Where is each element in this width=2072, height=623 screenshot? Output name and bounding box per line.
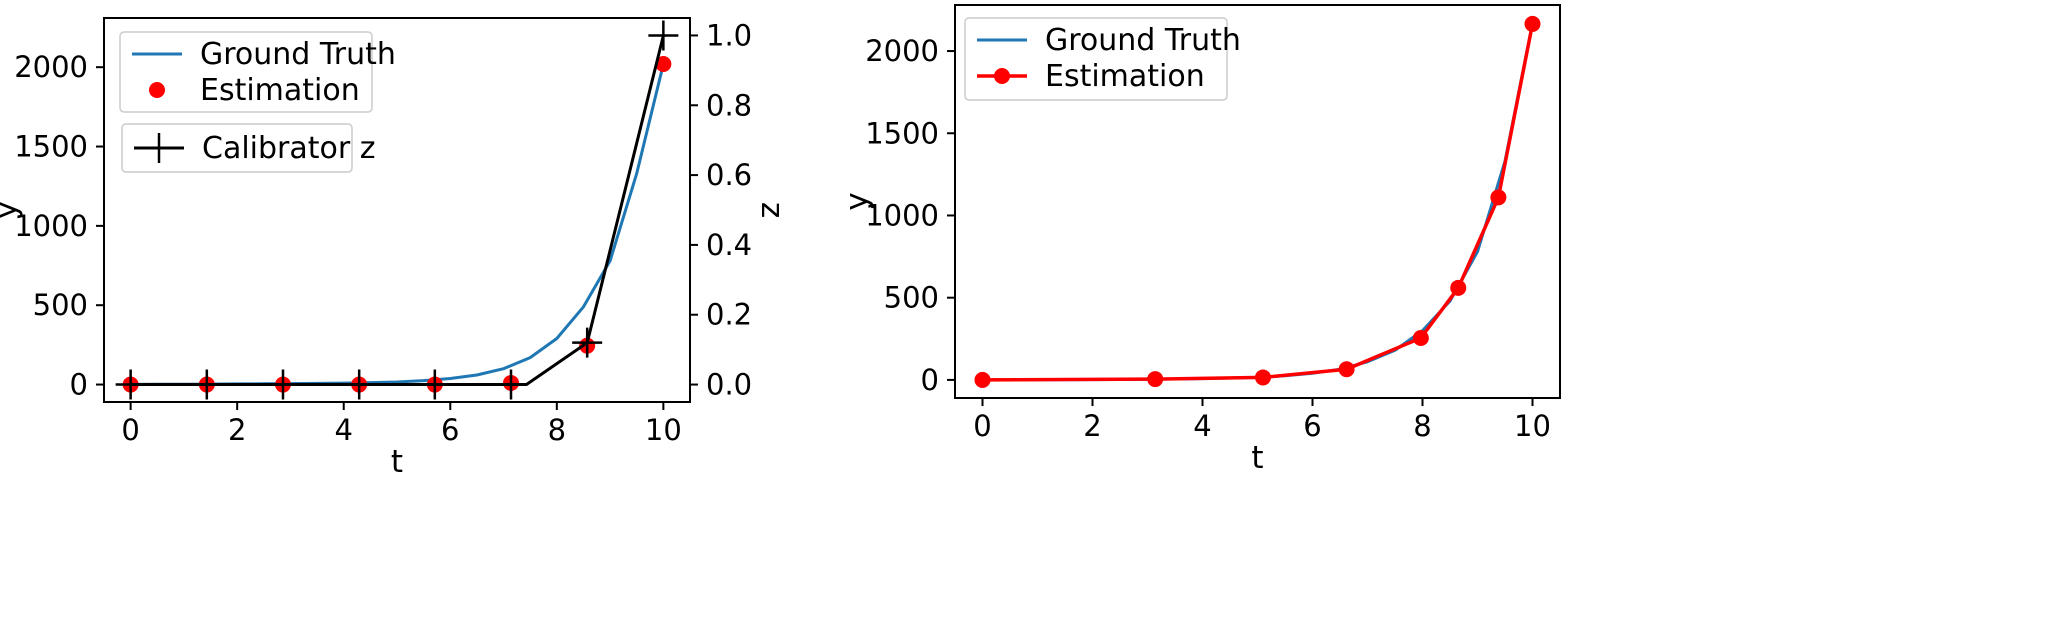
plot-frame (103, 17, 691, 403)
calibrator-marker (267, 369, 298, 400)
data-point (1412, 329, 1429, 346)
y-tick-label: 1000 (14, 209, 88, 243)
x-tick-label: 10 (1514, 409, 1551, 443)
legend-label: Calibrator z (202, 131, 376, 166)
y-tick-label: 1500 (865, 116, 939, 150)
calibrator-marker (115, 369, 146, 400)
legend-swatch-marker (994, 68, 1010, 84)
plot-frame (954, 4, 1561, 399)
data-point (1338, 361, 1355, 378)
y2-tick-label: 0.0 (706, 368, 752, 402)
y-tick-label: 500 (884, 281, 939, 315)
y-tick-label: 1500 (14, 130, 88, 164)
data-point (1147, 371, 1164, 388)
y2-tick-label: 0.6 (706, 158, 752, 192)
x-tick-label: 0 (121, 413, 139, 447)
legend-box (121, 123, 353, 173)
data-point (655, 56, 672, 73)
y2-axis-label: z (754, 202, 790, 218)
calibrator-marker (648, 20, 679, 51)
x-tick-label: 8 (1413, 409, 1431, 443)
data-point (1490, 189, 1507, 206)
calibrator-marker (344, 369, 375, 400)
calibrator-marker (191, 369, 222, 400)
legend-label: Ground Truth (200, 37, 396, 72)
legend-label: Estimation (200, 73, 360, 108)
data-point (1450, 279, 1467, 296)
x-tick-label: 2 (228, 413, 246, 447)
y2-tick-label: 1.0 (706, 18, 752, 52)
x-tick-label: 6 (1303, 409, 1321, 443)
y2-tick-label: 0.2 (706, 298, 752, 332)
y-tick-label: 500 (33, 288, 88, 322)
data-point (974, 371, 991, 388)
x-tick-label: 6 (441, 413, 459, 447)
legend-label: Ground Truth (1045, 23, 1241, 58)
x-tick-label: 0 (973, 409, 991, 443)
legend-swatch-marker (149, 82, 165, 98)
y-axis-label: y (0, 201, 24, 219)
legend-label: Estimation (1045, 59, 1205, 94)
x-tick-label: 4 (335, 413, 353, 447)
data-point (1255, 369, 1271, 386)
y-tick-label: 1000 (865, 198, 939, 232)
legend-box (964, 17, 1228, 101)
x-tick-label: 8 (548, 413, 566, 447)
y-tick-label: 2000 (865, 34, 939, 68)
calibrator-marker (419, 369, 450, 400)
x-tick-label: 4 (1193, 409, 1211, 443)
x-tick-label: 10 (645, 413, 682, 447)
y2-tick-label: 0.8 (706, 88, 752, 122)
y-tick-label: 2000 (14, 50, 88, 84)
y-axis-label: y (839, 192, 875, 210)
chart-panel-2: 0 2 4 6 8 10 0 500 1000 1500 2000 t y Ground TruthEst… (839, 4, 1561, 476)
x-tick-label: 2 (1083, 409, 1101, 443)
y-tick-label: 0 (921, 363, 939, 397)
legend: Calibrator z (121, 123, 376, 173)
y-tick-label: 0 (70, 368, 88, 402)
x-axis-label: t (1251, 440, 1263, 476)
calibrator-marker (572, 327, 603, 358)
x-axis-label: t (391, 444, 403, 480)
series-line-2-2 (982, 23, 1535, 382)
legend-box (119, 31, 373, 113)
data-point (1524, 15, 1541, 32)
chart-panel-1: 0 2 4 6 8 10 0 500 1000 1500 2000 0.0 0.2 0.4 0.6 0.8 1.… (0, 17, 790, 480)
y2-tick-label: 0.4 (706, 228, 752, 262)
calibrator-marker (496, 369, 527, 400)
